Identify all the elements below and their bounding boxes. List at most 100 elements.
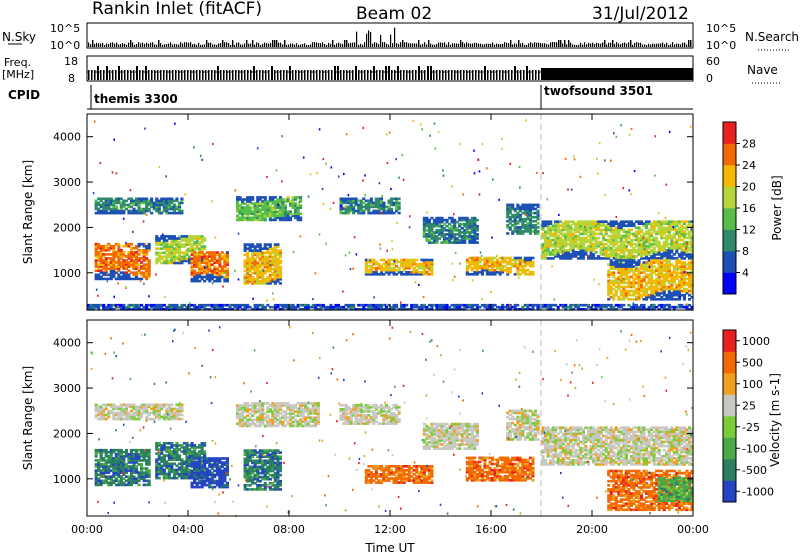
echo-cell — [576, 236, 580, 240]
echo-cell — [637, 222, 641, 225]
freq-bar — [406, 70, 408, 80]
echo-cell — [402, 260, 406, 264]
echo-cell — [579, 222, 583, 225]
echo-cell — [574, 244, 578, 248]
echo-cell — [283, 206, 287, 209]
echo-cell — [597, 228, 601, 232]
echo-cell — [374, 308, 378, 311]
echo-cell — [604, 255, 608, 258]
echo-cell — [488, 258, 492, 262]
echo-cell — [157, 308, 161, 311]
echo-cell — [468, 264, 472, 268]
noise-bar — [584, 42, 586, 47]
echo-cell — [622, 255, 626, 258]
noise-bar — [546, 44, 548, 47]
echo-cell — [427, 231, 431, 234]
echo-cell — [94, 242, 98, 246]
noise-bar — [196, 44, 198, 47]
echo-cell — [526, 203, 530, 207]
noise-bar — [398, 44, 400, 47]
echo-cell — [574, 228, 578, 232]
echo-cell — [347, 211, 351, 215]
noise-bar — [574, 44, 576, 47]
echo-cell — [640, 263, 644, 266]
echo-cell — [193, 305, 197, 309]
echo-cell — [460, 222, 464, 226]
echo-cell — [129, 255, 133, 258]
echo-cell — [142, 249, 146, 252]
echo-cell — [546, 232, 550, 236]
echo-cell — [677, 281, 681, 285]
echo-cell — [584, 232, 588, 236]
echo-cell — [619, 220, 623, 223]
echo-cell — [117, 261, 121, 264]
echo-cell — [508, 205, 512, 209]
echo-cell — [117, 201, 121, 205]
echo-cell — [190, 267, 194, 271]
echo-cell — [127, 251, 131, 254]
echo-cell — [609, 263, 613, 266]
echo-cell — [554, 236, 558, 240]
echo-cell — [225, 251, 229, 254]
echo-cell — [682, 244, 686, 248]
echo-cell — [109, 271, 113, 274]
echo-cell — [677, 293, 681, 297]
echo-cell — [427, 258, 431, 262]
echo-cell — [117, 253, 121, 256]
echo-cell — [339, 207, 343, 211]
echo-cell — [402, 266, 406, 270]
echo-cell — [662, 263, 666, 266]
echo-cell — [450, 237, 454, 240]
echo-cell — [223, 279, 227, 283]
echo-cell — [369, 211, 373, 215]
echo-cell — [576, 228, 580, 232]
echo-cell — [632, 246, 636, 250]
echo-cell — [253, 204, 257, 207]
echo-cell — [546, 242, 550, 246]
echo-cell — [682, 265, 686, 268]
echo-cell — [296, 216, 300, 220]
echo-cell — [470, 256, 474, 260]
freq-bar — [232, 70, 234, 80]
echo-cell — [670, 246, 674, 250]
echo-cell — [364, 266, 368, 270]
echo-cell — [675, 287, 679, 291]
echo-cell — [528, 258, 532, 262]
echo-cell — [652, 246, 656, 250]
echo-cell — [135, 277, 139, 281]
echo-cell — [594, 251, 598, 254]
scatter-echo — [385, 133, 388, 136]
echo-cell — [129, 277, 133, 281]
echo-cell — [195, 279, 199, 283]
echo-cell — [422, 227, 426, 230]
echo-cell — [655, 305, 659, 309]
noise-bar — [446, 44, 448, 47]
echo-cell — [690, 251, 694, 254]
echo-cell — [612, 244, 616, 248]
echo-cell — [198, 267, 202, 271]
echo-cell — [569, 238, 573, 242]
echo-cell — [251, 249, 255, 252]
echo-cell — [263, 245, 267, 248]
echo-cell — [324, 305, 328, 309]
echo-cell — [589, 236, 593, 240]
echo-cell — [443, 303, 447, 307]
echo-cell — [443, 222, 447, 226]
echo-cell — [435, 241, 439, 244]
echo-cell — [251, 278, 255, 281]
freq-bar — [505, 70, 507, 80]
echo-cell — [622, 287, 626, 291]
noise-spike — [568, 40, 570, 47]
echo-cell — [632, 224, 636, 228]
echo-cell — [657, 303, 661, 307]
echo-cell — [468, 222, 472, 226]
echo-cell — [170, 207, 174, 211]
echo-cell — [352, 197, 356, 201]
echo-cell — [430, 305, 434, 309]
echo-cell — [632, 238, 636, 242]
echo-cell — [491, 308, 495, 311]
scatter-echo — [524, 213, 527, 216]
echo-cell — [150, 197, 154, 201]
echo-cell — [387, 209, 391, 213]
echo-cell — [258, 204, 262, 207]
